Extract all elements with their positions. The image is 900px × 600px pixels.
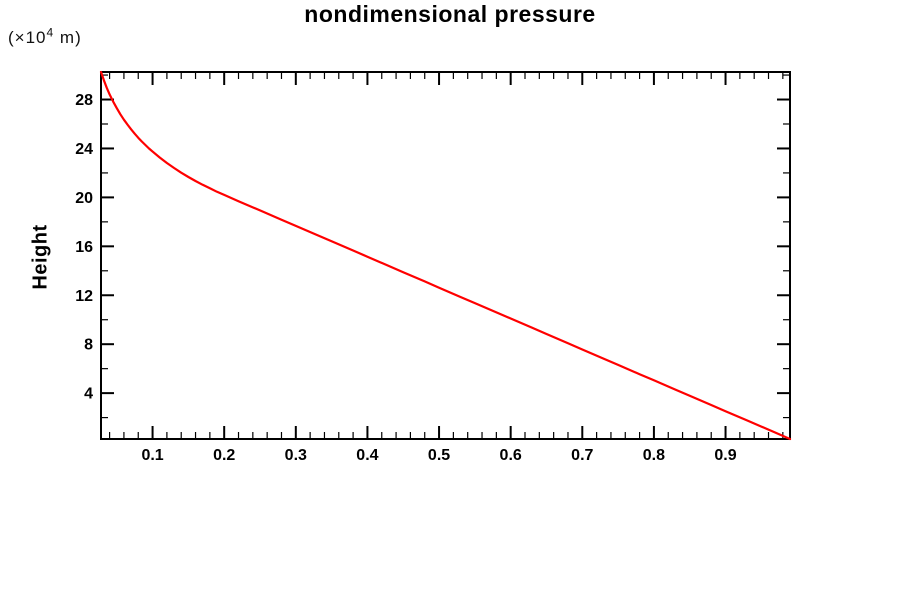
y-tick-label: 28 [75, 92, 93, 109]
chart-title: nondimensional pressure [304, 1, 596, 27]
y-tick-label: 16 [75, 239, 93, 256]
y-axis-units-label: (×104 m) [8, 25, 82, 48]
y-tick-label: 20 [75, 190, 93, 207]
x-tick-label: 0.6 [500, 447, 522, 464]
units-prefix: (×10 [8, 28, 47, 47]
y-tick-label: 4 [84, 386, 93, 403]
x-tick-label: 0.8 [643, 447, 665, 464]
plot-frame [100, 71, 791, 440]
units-suffix: m) [54, 28, 82, 47]
x-tick-label: 0.1 [141, 447, 163, 464]
y-tick-label: 8 [84, 337, 93, 354]
x-tick-label: 0.2 [213, 447, 235, 464]
x-tick-label: 0.3 [285, 447, 307, 464]
x-tick-label: 0.5 [428, 447, 450, 464]
x-tick-label: 0.4 [356, 447, 378, 464]
y-tick-label: 12 [75, 288, 93, 305]
pressure-curve [99, 70, 792, 441]
y-tick-label: 24 [75, 141, 93, 158]
x-tick-label: 0.7 [571, 447, 593, 464]
units-exponent: 4 [46, 25, 55, 40]
x-tick-label: 0.9 [714, 447, 736, 464]
